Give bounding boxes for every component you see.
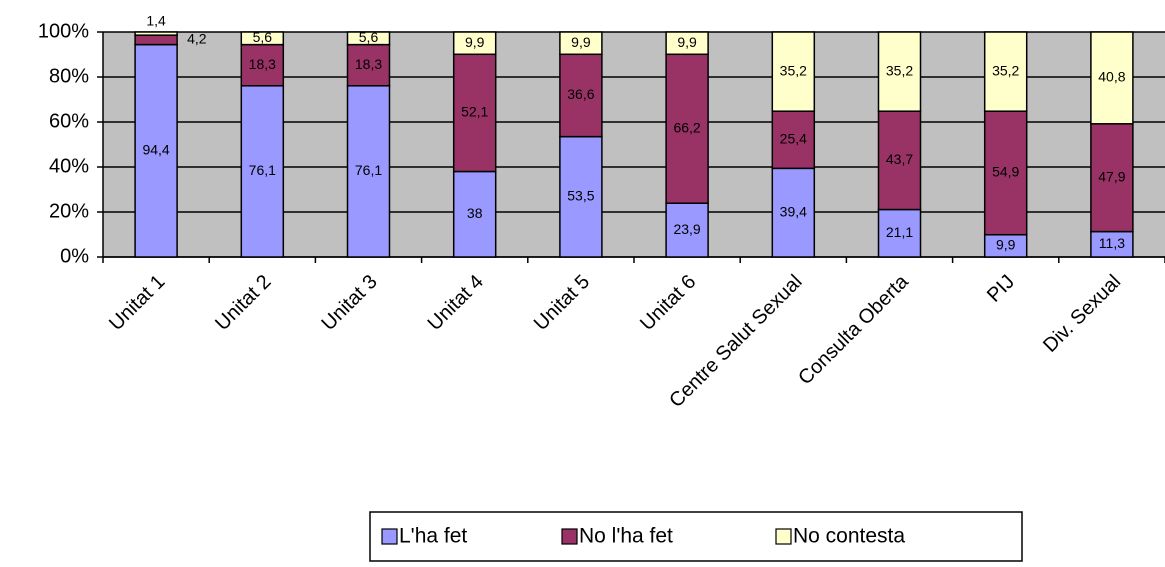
value-label: 39,4	[780, 203, 807, 219]
bar-segment	[240, 85, 285, 258]
value-label: 35,2	[886, 62, 913, 78]
legend-label: L'ha fet	[399, 525, 467, 548]
value-label: 18,3	[355, 56, 382, 72]
x-tick-label: Unitat 3	[317, 271, 381, 335]
y-tick-label: 100%	[38, 20, 89, 42]
value-label: 25,4	[780, 130, 807, 146]
bar-segment	[452, 31, 497, 56]
value-label: 52,1	[461, 104, 488, 120]
value-label: 76,1	[249, 162, 276, 178]
value-label: 36,6	[567, 86, 594, 102]
bar-segment	[240, 31, 285, 46]
value-label: 76,1	[355, 162, 382, 178]
bar-segment	[452, 170, 497, 258]
value-label: 5,6	[359, 29, 379, 45]
bar-segment	[1090, 31, 1134, 125]
bar-segment	[771, 110, 816, 170]
y-tick-label: 40%	[49, 155, 89, 177]
value-label: 9,9	[996, 237, 1016, 253]
value-label: 35,2	[992, 62, 1019, 78]
x-tick-label: Unitat 2	[211, 271, 275, 335]
legend-box	[369, 511, 1023, 562]
bar-segment	[240, 43, 285, 87]
x-tick-label: PIJ	[983, 271, 1019, 307]
bar-segment	[877, 31, 922, 112]
value-label: 4,2	[187, 31, 207, 47]
bar-segment	[346, 43, 391, 87]
bar-segment	[134, 34, 178, 46]
legend-label: No contesta	[793, 525, 905, 548]
y-tick-label: 60%	[49, 110, 89, 132]
bar-segment	[346, 31, 391, 46]
legend-swatch	[561, 528, 578, 545]
bar-segment	[665, 31, 709, 56]
x-tick-label: Div. Sexual	[1039, 271, 1125, 357]
bar-segment	[877, 110, 922, 211]
legend-swatch	[775, 528, 792, 545]
x-tick-label: Unitat 6	[636, 271, 700, 335]
legend-swatch	[381, 528, 398, 545]
y-tick-label: 20%	[49, 200, 89, 222]
value-label: 11,3	[1099, 235, 1125, 251]
bar-segment	[134, 31, 178, 36]
value-label: 54,9	[992, 164, 1019, 180]
value-label: 47,9	[1098, 168, 1125, 184]
bar-segment	[134, 43, 178, 258]
bar-segment	[452, 53, 497, 173]
value-label: 5,6	[253, 29, 273, 45]
value-label: 43,7	[886, 151, 913, 167]
value-label: 40,8	[1098, 69, 1125, 85]
bar-segment	[983, 31, 1028, 112]
y-tick-label: 0%	[60, 245, 89, 267]
legend-label: No l'ha fet	[579, 525, 673, 548]
value-label: 66,2	[673, 119, 700, 135]
value-label: 1,4	[146, 13, 166, 29]
y-tick-label: 80%	[49, 65, 89, 87]
value-label: 9,9	[465, 34, 485, 50]
value-label: 35,2	[780, 62, 807, 78]
bar-segment	[771, 31, 816, 112]
value-label: 9,9	[571, 34, 591, 50]
bar-segment	[665, 53, 709, 204]
value-label: 94,4	[142, 142, 169, 158]
legend: L'ha fet No l'ha fet No contesta	[369, 511, 1023, 562]
value-label: 38	[467, 205, 483, 221]
value-label: 21,1	[886, 224, 913, 240]
value-label: 18,3	[249, 56, 276, 72]
x-tick-label: Consulta Oberta	[794, 270, 913, 389]
x-tick-label: Unitat 4	[424, 271, 488, 335]
x-tick-label: Unitat 5	[530, 271, 594, 335]
bar-segment	[559, 31, 603, 56]
value-label: 9,9	[677, 34, 697, 50]
value-label: 53,5	[567, 188, 594, 204]
bar-segment	[665, 202, 709, 258]
bar-segment	[983, 110, 1028, 236]
x-tick-label: Unitat 1	[105, 271, 169, 335]
bar-segment	[1090, 230, 1134, 258]
value-label: 23,9	[673, 221, 700, 237]
